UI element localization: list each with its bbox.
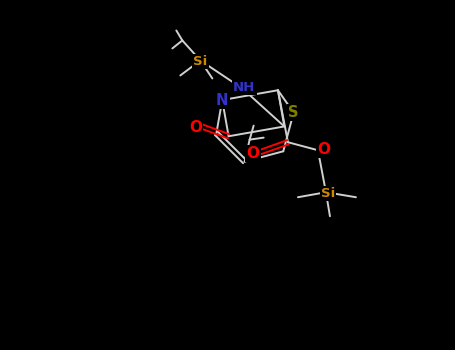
Text: Si: Si <box>193 55 207 68</box>
Text: S: S <box>288 105 299 120</box>
Text: Si: Si <box>321 187 335 200</box>
Text: N: N <box>216 92 228 107</box>
Text: O: O <box>318 142 330 157</box>
Text: O: O <box>189 120 202 135</box>
Text: NH: NH <box>233 81 255 94</box>
Text: O: O <box>247 146 259 161</box>
